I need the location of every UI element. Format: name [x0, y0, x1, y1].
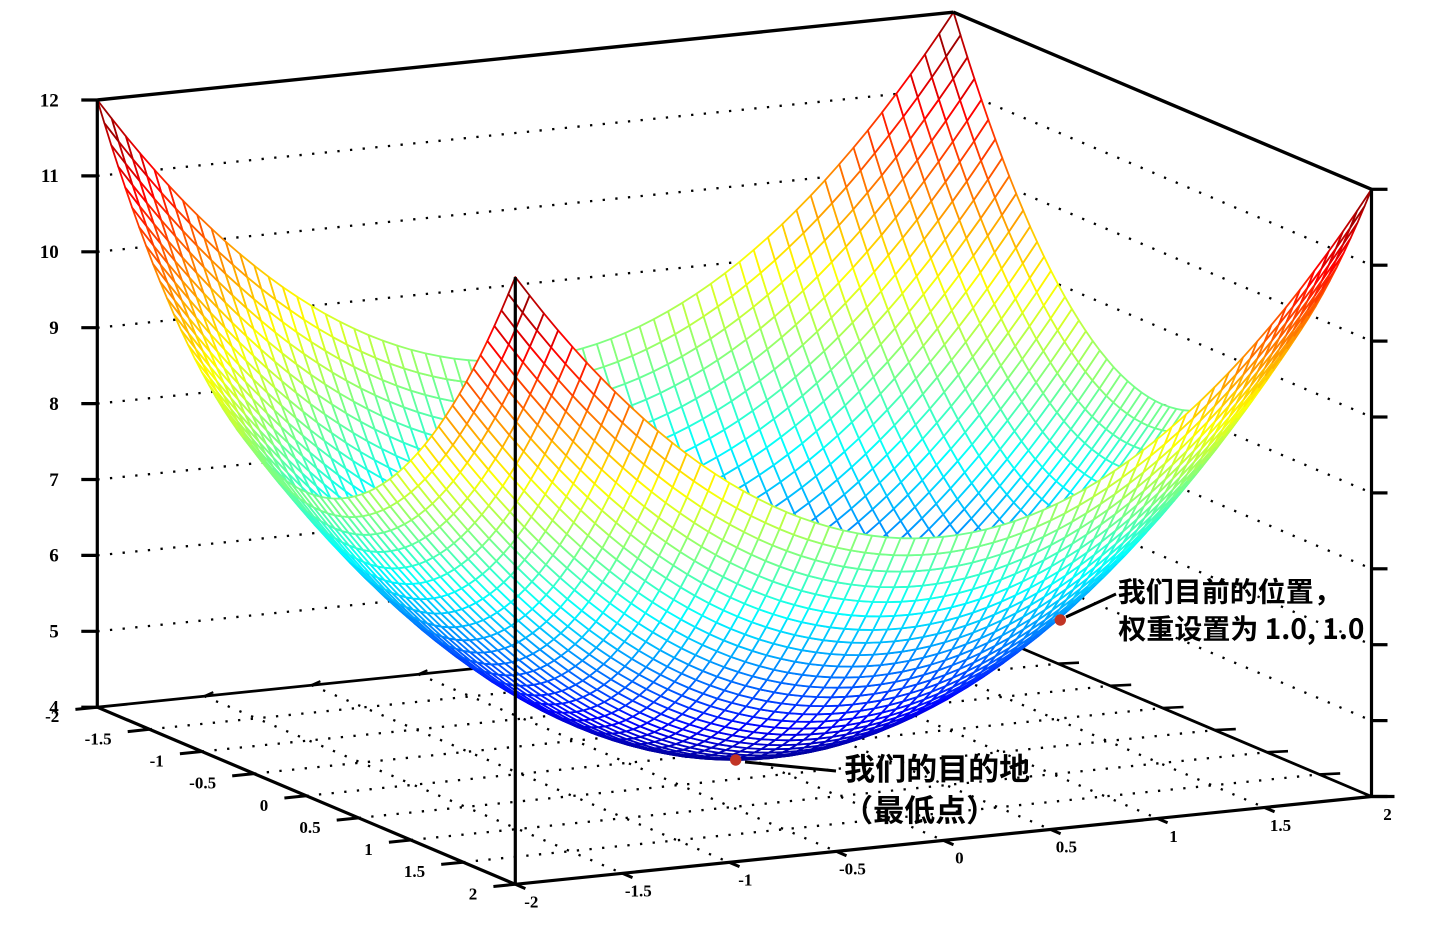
- svg-text:11: 11: [41, 166, 59, 187]
- svg-text:-0.5: -0.5: [839, 860, 866, 879]
- svg-text:-0.5: -0.5: [189, 774, 216, 793]
- svg-text:2: 2: [469, 884, 478, 903]
- svg-text:9: 9: [49, 318, 59, 339]
- svg-text:5: 5: [49, 622, 59, 643]
- svg-text:10: 10: [40, 242, 59, 263]
- svg-text:-2: -2: [45, 707, 59, 726]
- svg-text:-1.5: -1.5: [85, 729, 112, 748]
- svg-text:-1.5: -1.5: [625, 882, 652, 901]
- svg-text:-1: -1: [738, 871, 752, 890]
- svg-text:0: 0: [260, 796, 269, 815]
- svg-text:-1: -1: [150, 752, 164, 771]
- svg-text:6: 6: [49, 546, 59, 567]
- svg-text:0.5: 0.5: [299, 818, 320, 837]
- svg-text:12: 12: [40, 90, 59, 111]
- svg-text:1.5: 1.5: [1270, 816, 1291, 835]
- svg-text:4: 4: [49, 698, 59, 719]
- svg-text:0: 0: [955, 849, 964, 868]
- svg-text:8: 8: [49, 394, 59, 415]
- svg-text:2: 2: [1383, 805, 1392, 824]
- svg-text:1.5: 1.5: [404, 862, 425, 881]
- svg-text:7: 7: [49, 470, 59, 491]
- svg-text:1: 1: [364, 840, 373, 859]
- svg-text:0.5: 0.5: [1056, 838, 1077, 857]
- svg-text:1: 1: [1169, 827, 1178, 846]
- svg-text:-2: -2: [524, 893, 538, 912]
